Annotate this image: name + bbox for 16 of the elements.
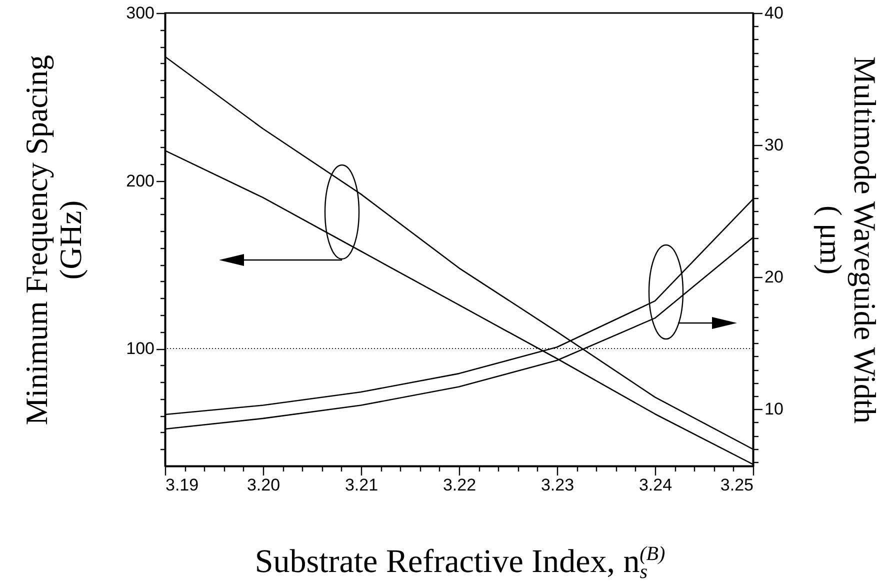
y-tick-label: 100 [126,339,154,358]
y-tick-label: 300 [126,4,154,22]
x-tick-label: 3.24 [638,476,672,494]
y2-tick-label: 20 [764,268,784,287]
x-tick-label: 3.25 [720,476,754,494]
x-tick-label: 3.22 [442,476,476,494]
x-tick-label: 3.20 [246,476,280,494]
y2-tick-label: 40 [764,4,784,22]
y-axis-title: Minimum Frequency Spacing (GHz) [19,54,88,426]
y2-axis-title: Multimode Waveguide Width ( μm) [813,56,882,424]
y2-tick-label: 30 [764,136,784,155]
x-tick-label: 3.19 [166,476,199,494]
y2-tick-label: 10 [764,400,784,419]
x-tick-label: 3.21 [344,476,378,494]
y-tick-label: 200 [126,171,154,190]
x-tick-label: 3.23 [540,476,574,494]
